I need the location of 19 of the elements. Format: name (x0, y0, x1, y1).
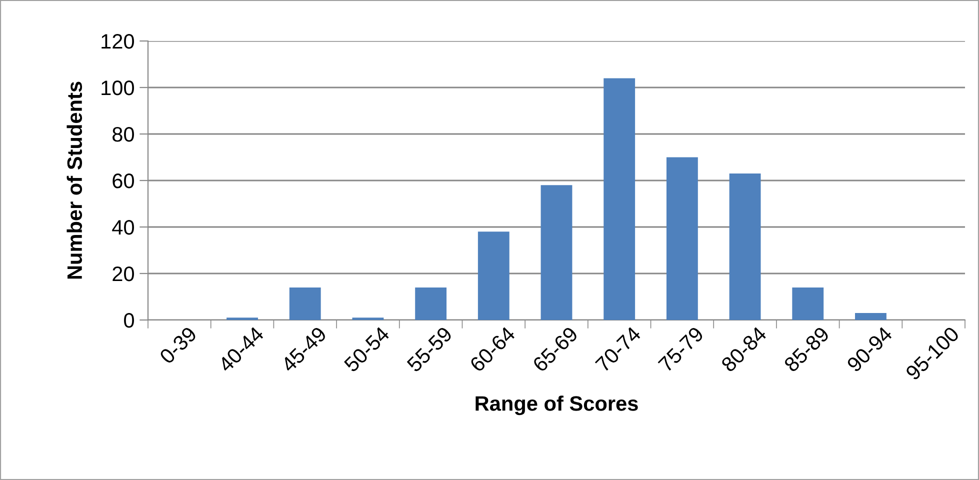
y-tick-label: 0 (124, 313, 134, 328)
bar (666, 157, 698, 320)
y-axis-title: Number of Students (66, 82, 82, 279)
bar (478, 232, 510, 320)
x-tick-label: 0-39 (158, 326, 198, 365)
bar (540, 185, 572, 320)
y-tick-label: 40 (112, 220, 134, 235)
x-axis-title: Range of Scores (476, 396, 638, 416)
y-tick-label: 120 (102, 34, 134, 49)
bar (289, 287, 321, 320)
y-tick-label: 80 (112, 127, 134, 142)
bar (792, 287, 824, 320)
bar (604, 78, 636, 320)
y-tick-label: 100 (102, 80, 134, 96)
y-tick-label: 20 (112, 266, 134, 282)
bar (415, 287, 447, 320)
bar (855, 313, 886, 320)
bar (729, 174, 761, 320)
y-tick-label: 60 (112, 174, 134, 188)
